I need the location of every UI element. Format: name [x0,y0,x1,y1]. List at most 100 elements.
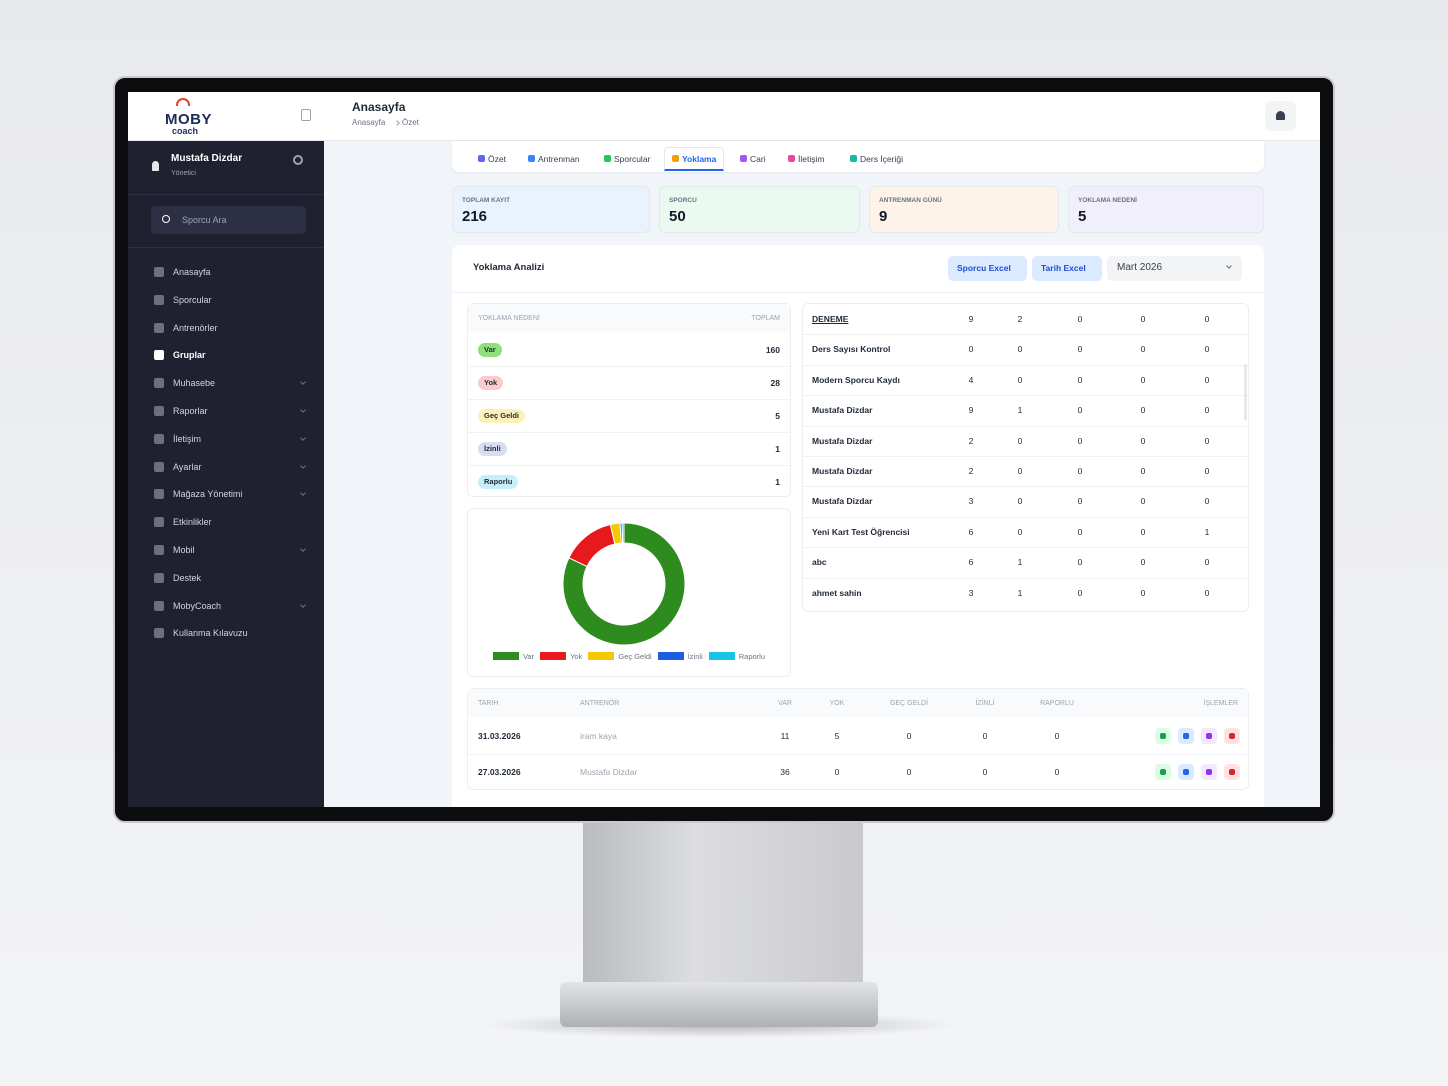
chevron [300,379,306,386]
tab[interactable]: Antrenman [538,154,580,164]
menu-item[interactable]: Kullanma Kılavuzu [173,628,248,639]
table-header [468,689,1248,717]
action-button[interactable] [1155,728,1171,744]
reason-total: 1 [775,477,780,487]
menu-item[interactable]: Etkinlikler [173,517,212,528]
menu-item[interactable]: Mağaza Yönetimi [173,489,243,500]
tab[interactable]: Yoklama [682,154,717,164]
menu-item[interactable]: Gruplar [173,350,206,361]
action-button[interactable] [1178,728,1194,744]
sidebar: Mustafa Dizdar Yönetici Sporcu Ara Anasayfa… [128,141,324,807]
search-icon [162,215,170,223]
row-divider [803,364,1248,366]
menu-item[interactable]: Sporcular [173,294,212,305]
divider [128,194,324,195]
legend-swatch [657,652,684,660]
column-header: YOK [829,700,845,707]
menu-item[interactable]: Ayarlar [173,461,202,472]
menu-item[interactable]: MobyCoach [173,600,222,611]
scrollbar [1244,364,1247,420]
athlete-count: 3 [968,496,974,507]
table-header [468,304,790,332]
action-icon [1183,733,1189,739]
menu-item[interactable]: Destek [173,572,202,583]
column-header: GEÇ GELDİ [889,700,929,707]
stat-label: ANTRENMAN GÜNÜ [879,197,942,204]
reason-badge: İzinli [478,442,507,456]
action-button[interactable] [1201,728,1217,744]
athlete-count: 1 [1017,587,1023,598]
tab[interactable]: Cari [750,154,766,164]
legend-swatch [540,652,567,660]
athlete-count: 0 [1140,374,1146,385]
action-button[interactable] [1155,764,1171,780]
record-count: 0 [834,767,840,777]
record-count: 0 [1054,731,1060,741]
menu-icon [154,461,164,472]
column-header: TARİH [478,700,499,707]
tab[interactable]: İletişim [798,154,825,164]
header [128,92,1320,141]
chevron [300,407,306,413]
athlete-count: 1 [1204,526,1210,537]
menu-item[interactable]: Antrenörler [173,322,218,333]
action-button[interactable] [1224,728,1240,744]
chevron [300,601,306,608]
bell-icon [1276,111,1285,120]
donut-chart [562,522,686,646]
athlete-count: 0 [1077,374,1083,385]
donut-segment [568,523,616,568]
donut-segment [562,522,686,646]
breadcrumb-item: Anasayfa [352,118,386,127]
settings-button[interactable] [293,155,303,165]
reasons-table: YOKLAMA NEDENİ TOPLAM Var 160 Yok 28 Geç Geldi… [467,303,791,497]
menu-item[interactable]: Raporlar [173,406,208,416]
athlete-count: 0 [1204,344,1210,355]
legend-label: Raporlu [738,651,765,661]
record-count: 0 [982,731,988,741]
stand-neck [583,820,863,1000]
action-button[interactable] [1224,764,1240,780]
stand-base [560,982,878,1027]
legend-swatch [492,652,519,660]
collapse-button[interactable] [301,109,311,121]
legend: Var Yok Geç Geldi İzinli Raporlu [468,649,790,663]
tab[interactable]: Ders İçeriği [860,154,903,164]
action-button[interactable] [1178,764,1194,780]
athlete-count: 0 [1140,435,1146,446]
athlete-name: DENEME [812,314,849,324]
athlete-count: 9 [968,314,974,324]
athlete-name: Mustafa Dizdar [812,466,873,476]
menu-item[interactable]: Muhasebe [173,378,216,389]
record-coach: Mustafa Dizdar [580,767,638,777]
action-button[interactable] [1201,764,1217,780]
athlete-count: 2 [1017,314,1023,324]
record-count: 0 [906,767,912,777]
action-icon [1183,769,1189,775]
stat-value: 5 [1078,208,1087,225]
athlete-count: 0 [1017,435,1023,446]
menu-item[interactable]: Mobil [173,545,195,555]
record-count: 0 [1054,767,1060,777]
athlete-name: Mustafa Dizdar [812,435,873,446]
legend-label: Yok [570,651,583,661]
excel-button[interactable]: Sporcu Excel [948,256,1027,281]
menu-item[interactable]: İletişim [173,433,202,444]
excel-button[interactable]: Tarih Excel [1032,256,1102,281]
athlete-count: 0 [1204,587,1210,598]
row-divider [468,399,790,400]
stat-label: SPORCU [669,197,697,204]
row-divider [803,456,1248,457]
stat-value: 9 [879,208,888,225]
athlete-count: 0 [1204,557,1210,568]
athlete-count: 0 [1204,405,1210,416]
tab[interactable]: Sporcular [614,154,651,164]
month-select[interactable]: Mart 2026 [1107,256,1242,281]
search-box[interactable]: Sporcu Ara [151,206,306,234]
record-count: 11 [780,731,790,741]
reason-total: 1 [775,444,780,454]
notification-button[interactable] [1265,101,1296,131]
menu-icon [154,489,164,500]
tab[interactable]: Özet [488,154,506,164]
menu-item[interactable]: Anasayfa [173,267,211,277]
